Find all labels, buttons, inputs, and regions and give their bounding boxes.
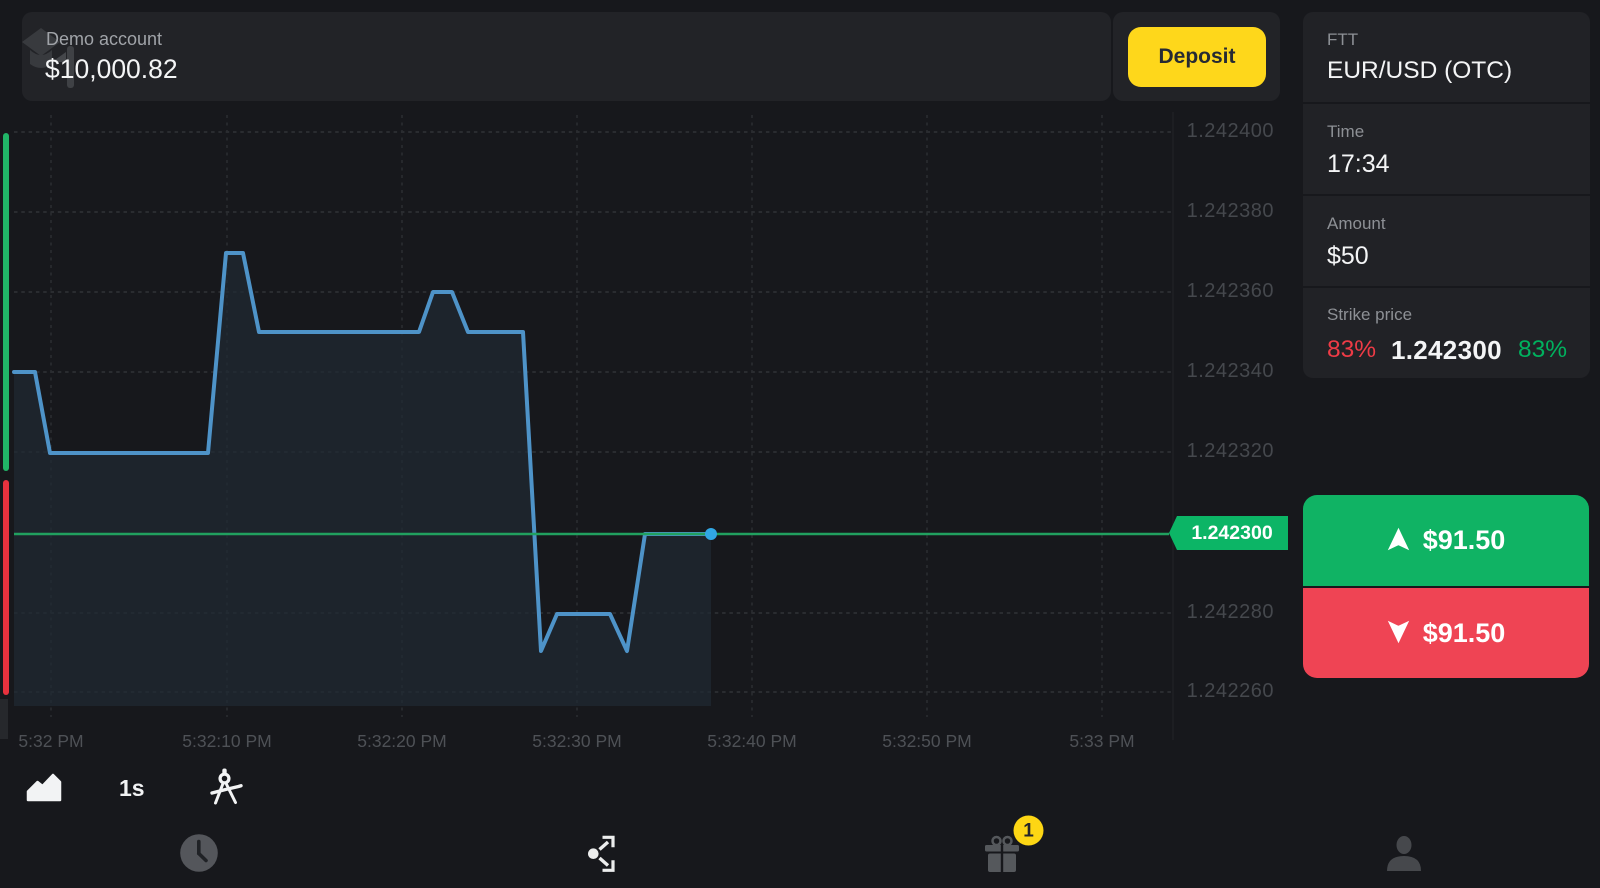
svg-text:1: 1 (1023, 821, 1034, 842)
svg-text:1.242300: 1.242300 (1191, 522, 1272, 544)
svg-text:5:32:30 PM: 5:32:30 PM (532, 731, 622, 751)
svg-text:5:32:40 PM: 5:32:40 PM (707, 731, 797, 751)
svg-text:5:33 PM: 5:33 PM (1069, 731, 1134, 751)
svg-text:1.242360: 1.242360 (1187, 280, 1274, 302)
svg-text:1.242380: 1.242380 (1187, 200, 1274, 222)
svg-text:1.242340: 1.242340 (1187, 360, 1274, 382)
svg-text:5:32:50 PM: 5:32:50 PM (882, 731, 972, 751)
svg-text:1.242400: 1.242400 (1187, 120, 1274, 142)
svg-text:1.242280: 1.242280 (1187, 601, 1274, 623)
svg-text:5:32:10 PM: 5:32:10 PM (182, 731, 272, 751)
svg-text:5:32:20 PM: 5:32:20 PM (357, 731, 447, 751)
svg-text:1.242320: 1.242320 (1187, 440, 1274, 462)
svg-text:5:32 PM: 5:32 PM (18, 731, 83, 751)
svg-text:1.242260: 1.242260 (1187, 680, 1274, 702)
